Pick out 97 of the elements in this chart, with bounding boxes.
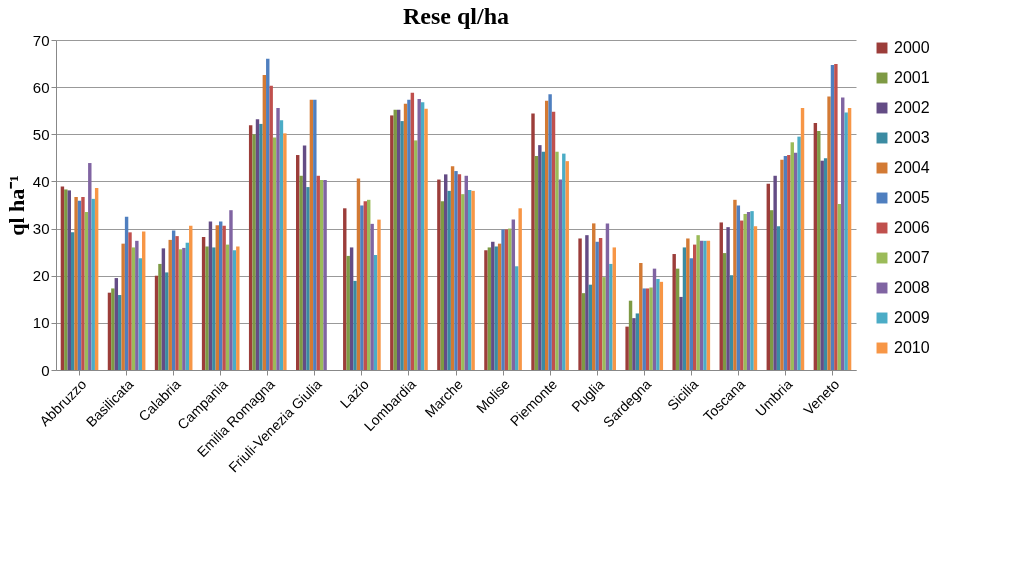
bar: [111, 288, 115, 370]
bar: [780, 159, 784, 370]
bar: [135, 240, 139, 370]
bar: [827, 96, 831, 370]
bar: [407, 99, 411, 370]
bar: [222, 225, 226, 370]
bar: [555, 151, 559, 370]
bar: [437, 179, 441, 370]
bar: [424, 108, 428, 370]
bar: [548, 94, 552, 370]
bar: [121, 243, 125, 370]
bar: [283, 133, 287, 370]
bar: [726, 227, 730, 370]
legend-label: 2009: [894, 309, 930, 326]
bar: [501, 229, 505, 370]
legend-label: 2004: [894, 159, 930, 176]
bar: [585, 235, 589, 370]
bar: [609, 263, 613, 370]
bar: [656, 279, 660, 370]
bar: [518, 208, 522, 370]
bar: [299, 175, 303, 370]
bar: [679, 296, 683, 370]
y-axis-title: ql ha⁻¹: [3, 175, 29, 236]
bar: [306, 187, 310, 370]
bar: [696, 235, 700, 370]
bar: [323, 180, 327, 370]
bar: [276, 107, 280, 370]
bar: [205, 246, 209, 370]
legend-label: 2007: [894, 249, 930, 266]
legend-label: 2003: [894, 129, 930, 146]
y-tick-label: 20: [32, 267, 50, 285]
y-tick-label: 40: [32, 172, 50, 190]
bar: [400, 121, 404, 370]
legend-label: 2010: [894, 339, 930, 356]
bar: [733, 199, 737, 370]
bar: [484, 250, 488, 370]
bar: [672, 254, 676, 370]
bar: [81, 196, 85, 370]
bar: [595, 241, 599, 370]
bar: [562, 153, 566, 370]
bar: [269, 85, 273, 370]
legend-label: 2000: [894, 39, 930, 56]
bar: [632, 318, 636, 370]
legend-label: 2005: [894, 189, 930, 206]
legend-label: 2008: [894, 279, 930, 296]
bar: [750, 211, 754, 370]
bar: [353, 280, 357, 370]
bar: [531, 113, 535, 370]
bar: [346, 255, 350, 370]
bar: [703, 240, 707, 370]
y-tick-label: 60: [32, 78, 50, 96]
bar: [313, 99, 317, 370]
bar: [686, 238, 690, 370]
bar: [158, 263, 162, 370]
bar: [773, 175, 777, 370]
bar: [390, 115, 394, 370]
bar: [797, 136, 801, 370]
bar: [182, 247, 186, 370]
bar: [787, 155, 791, 370]
bar: [165, 272, 169, 370]
bar: [649, 287, 653, 370]
bar: [639, 262, 643, 370]
chart-title: Rese ql/ha: [402, 3, 510, 29]
bar: [252, 134, 256, 370]
bar: [88, 163, 92, 370]
legend-label: 2001: [894, 69, 930, 86]
bar: [461, 194, 465, 370]
bar: [508, 228, 512, 370]
y-tick-label: 0: [41, 361, 50, 379]
bar: [212, 247, 216, 370]
bar: [743, 213, 747, 370]
bar: [625, 326, 629, 370]
y-tick-label: 30: [32, 220, 50, 238]
y-tick-label: 70: [32, 31, 50, 49]
bar: [578, 238, 582, 370]
bar: [175, 236, 179, 370]
bar: [128, 232, 132, 370]
legend-label: 2002: [894, 99, 930, 116]
bar: [360, 205, 364, 370]
bar: [377, 219, 381, 370]
bar: [417, 98, 421, 370]
bar: [538, 145, 542, 370]
bar: [447, 190, 451, 370]
bar: [602, 277, 606, 370]
bar: [820, 160, 824, 370]
bar: [454, 171, 458, 370]
bar: [259, 123, 263, 370]
y-tick-label: 50: [32, 125, 50, 143]
bar: [370, 223, 374, 370]
bar: [491, 241, 495, 370]
legend-label: 2006: [894, 219, 930, 236]
bar: [844, 112, 848, 370]
y-tick-label: 10: [32, 314, 50, 332]
bar: [834, 64, 838, 370]
bar: [229, 210, 233, 370]
bar: [74, 196, 78, 370]
bar: [236, 246, 240, 370]
